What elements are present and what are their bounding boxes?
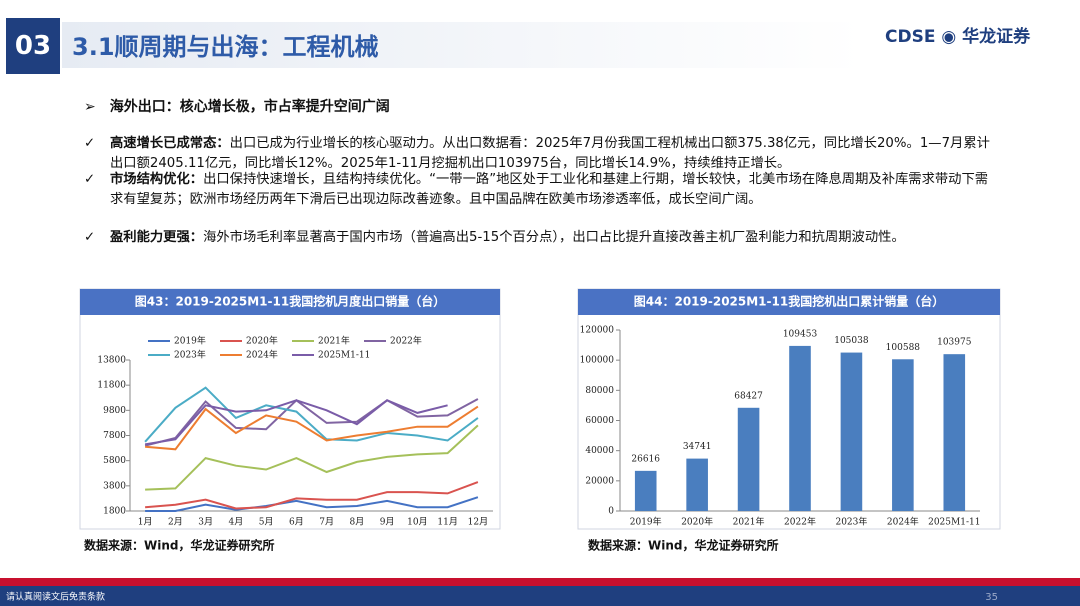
x-tick-label: 2023年 [835, 516, 867, 528]
chart-title-band [578, 289, 1000, 315]
y-tick-label: 60000 [585, 416, 614, 426]
bar [892, 359, 914, 511]
y-tick-label: 40000 [585, 446, 614, 456]
y-tick-label: 80000 [585, 386, 614, 396]
data-label: 109453 [783, 329, 818, 339]
legend-label: 2020年 [246, 335, 278, 347]
footer-stripe [0, 578, 1080, 586]
bullet-text: 海外市场毛利率显著高于国内市场（普遍高出5-15个百分点），出口占比提升直接改善… [203, 230, 905, 245]
chart-title: 图43：2019-2025M1-11我国挖机月度出口销量（台） [135, 294, 445, 309]
bullet: ✓ 盈利能力更强：海外市场毛利率显著高于国内市场（普遍高出5-15个百分点），出口… [84, 230, 905, 245]
y-tick-label: 0 [608, 507, 614, 517]
data-label: 34741 [683, 442, 712, 452]
bar [789, 345, 811, 511]
y-tick-label: 20000 [585, 476, 614, 486]
x-tick-label: 7月 [319, 517, 334, 528]
x-tick-label: 2022年 [784, 516, 816, 528]
section-number: 03 [6, 18, 60, 74]
footer-bar [0, 586, 1080, 606]
x-tick-label: 9月 [380, 517, 395, 528]
legend-label: 2024年 [246, 349, 278, 361]
bar [943, 354, 966, 511]
legend-label: 2022年 [390, 335, 422, 347]
bullet-head: 市场结构优化： [110, 172, 204, 187]
heading: ➢ 海外出口：核心增长极，市占率提升空间广阔 [84, 99, 390, 115]
y-tick-label: 3800 [103, 481, 126, 491]
bar [840, 352, 863, 511]
x-tick-label: 2024年 [887, 516, 919, 528]
bullet-head: 高速增长已成常态： [110, 136, 230, 151]
y-tick-label: 11800 [97, 381, 126, 391]
x-tick-label: 6月 [289, 517, 304, 528]
y-tick-label: 9800 [103, 406, 126, 416]
x-tick-label: 4月 [229, 517, 244, 528]
chart-source: 数据来源：Wind，华龙证券研究所 [588, 538, 778, 553]
y-tick-label: 1800 [103, 507, 126, 517]
series-line [145, 481, 479, 510]
page-number: 35 [985, 592, 998, 603]
bar [634, 470, 657, 511]
logo-cn: 华龙证券 [962, 27, 1031, 47]
series-line [144, 386, 479, 443]
series-line [145, 405, 479, 451]
heading-text: 海外出口：核心增长极，市占率提升空间广阔 [109, 99, 390, 115]
legend-label: 2021年 [318, 335, 350, 347]
x-tick-label: 2025M1-11 [928, 518, 980, 528]
bullet: ✓ 市场结构优化：出口保持快速增长，且结构持续优化。“一带一路”地区处于工业化和基… [84, 172, 989, 207]
x-tick-label: 3月 [198, 517, 213, 528]
legend-label: 2023年 [174, 349, 206, 361]
bullet-text: 出口已成为行业增长的核心驱动力。从出口数据看：2025年7月份我国工程机械出口额… [110, 136, 990, 171]
y-tick-label: 13800 [97, 356, 126, 366]
x-tick-label: 2020年 [681, 516, 713, 528]
data-label: 105038 [834, 336, 869, 346]
bar [686, 458, 708, 511]
slide-title: 3.1顺周期与出海：工程机械 [72, 33, 379, 61]
x-tick-label: 11月 [437, 517, 457, 528]
data-label: 68427 [734, 391, 763, 401]
chart-title: 图44：2019-2025M1-11我国挖机出口累计销量（台） [634, 294, 944, 309]
disclaimer: 请认真阅读文后免责条款 [6, 591, 105, 603]
title-bar [62, 22, 862, 68]
data-label: 100588 [886, 343, 921, 353]
chart-title-band [80, 289, 500, 315]
legend-label: 2019年 [174, 335, 206, 347]
x-tick-label: 10月 [407, 517, 427, 528]
series-line [144, 398, 479, 447]
y-tick-label: 7800 [103, 431, 126, 441]
series-line [145, 424, 479, 491]
chart-source: 数据来源：Wind，华龙证券研究所 [84, 538, 274, 553]
x-tick-label: 5月 [259, 517, 274, 528]
x-tick-label: 2021年 [733, 516, 765, 528]
logo-en: CDSE [885, 27, 936, 47]
y-tick-label: 5800 [103, 456, 126, 466]
y-tick-label: 120000 [580, 326, 615, 336]
logo: CDSE ◉ 华龙证券 [885, 27, 1031, 47]
x-tick-label: 2019年 [630, 516, 662, 528]
bullet: ✓ 高速增长已成常态：出口已成为行业增长的核心驱动力。从出口数据看：2025年7月… [84, 136, 990, 171]
x-tick-label: 12月 [468, 517, 488, 528]
x-tick-label: 8月 [350, 517, 365, 528]
bullet-head: 盈利能力更强： [110, 230, 204, 245]
y-tick-label: 100000 [580, 356, 615, 366]
x-tick-label: 1月 [138, 517, 153, 528]
legend-label: 2025M1-11 [318, 351, 370, 361]
series-line [145, 496, 479, 512]
series-line [144, 399, 448, 446]
data-label: 26616 [631, 454, 660, 464]
bar [737, 407, 760, 511]
bullet-text: 出口保持快速增长，且结构持续优化。“一带一路”地区处于工业化和基建上行期，增长较… [110, 172, 989, 207]
data-label: 103975 [937, 338, 972, 348]
x-tick-label: 2月 [168, 517, 183, 528]
